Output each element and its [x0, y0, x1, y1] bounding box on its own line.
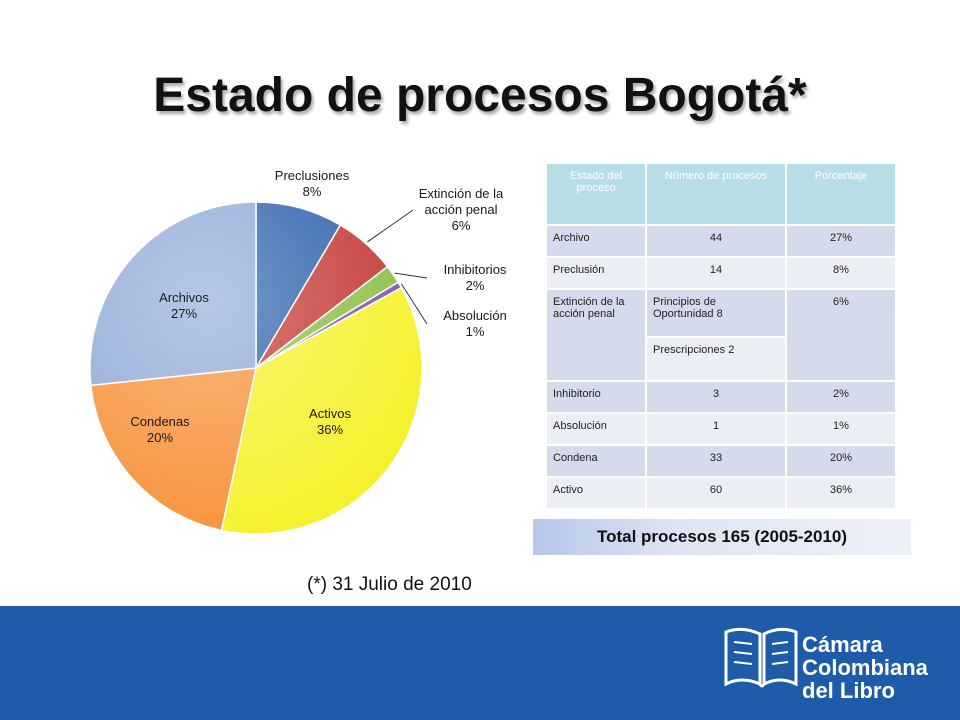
logo-text: Cámara Colombiana del Libro [802, 633, 928, 702]
table-cell: Absolución [547, 414, 645, 444]
table-cell: 44 [647, 226, 785, 256]
table-cell: Condena [547, 446, 645, 476]
slice-label: Inhibitorios 2% [444, 262, 507, 293]
footer-bar [0, 606, 960, 720]
table-header: Estado del proceso [547, 164, 645, 224]
logo-line: Colombiana [802, 655, 928, 680]
table-row: Absolución 1 1% [547, 414, 895, 444]
table-row: Prescripciones 2 [547, 338, 895, 380]
logo-line: del Libro [802, 678, 895, 703]
table-cell: 14 [647, 258, 785, 288]
table-cell: Activo [547, 478, 645, 508]
table-cell: 1% [787, 414, 895, 444]
slice-label: Activos 36% [309, 406, 351, 437]
table-cell: Extinción de la acción penal [547, 290, 645, 380]
leader-line [401, 283, 428, 325]
leader-line [366, 209, 414, 243]
table-cell: 36% [787, 478, 895, 508]
slice-label: Absolución 1% [443, 308, 507, 339]
table-cell: Archivo [547, 226, 645, 256]
table-row: Inhibitorio 3 2% [547, 382, 895, 412]
data-table: Estado del proceso Número de procesos Po… [545, 162, 897, 510]
slice-label: Extinción de la acción penal 6% [419, 186, 504, 233]
footnote: (*) 31 Julio de 2010 [307, 574, 472, 595]
table-row: Archivo 44 27% [547, 226, 895, 256]
leader-line [394, 272, 428, 279]
table-cell: 3 [647, 382, 785, 412]
table-row: Condena 33 20% [547, 446, 895, 476]
total-summary: Total procesos 165 (2005-2010) [533, 519, 911, 555]
table-cell: 6% [787, 290, 895, 380]
table-cell: 8% [787, 258, 895, 288]
table-cell: 27% [787, 226, 895, 256]
table-row: Activo 60 36% [547, 478, 895, 508]
slice-labels: Preclusiones 8% Extinción de la acción pena… [130, 168, 507, 445]
slice-label: Condenas 20% [130, 414, 190, 445]
table-cell: 33 [647, 446, 785, 476]
table-cell: Inhibitorio [547, 382, 645, 412]
page-title: Estado de procesos Bogotá* [153, 69, 807, 122]
slice-label: Archivos 27% [159, 290, 209, 321]
table-header: Número de procesos [647, 164, 785, 224]
logo-line: Cámara [802, 632, 883, 657]
table-cell: 2% [787, 382, 895, 412]
table-row: Preclusión 14 8% [547, 258, 895, 288]
table-cell: Preclusión [547, 258, 645, 288]
table-cell: 1 [647, 414, 785, 444]
pie-chart: Preclusiones 8% Extinción de la acción pena… [89, 168, 507, 535]
table-cell: 60 [647, 478, 785, 508]
table-header: Porcentaje [787, 164, 895, 224]
table-cell: Principios de Oportunidad 8 [647, 290, 785, 336]
pie-slices [89, 201, 423, 535]
leader-lines [366, 209, 428, 325]
table-row: Extinción de la acción penal Principios … [547, 290, 895, 380]
table-cell: Prescripciones 2 [647, 338, 785, 380]
slice-label: Preclusiones 8% [275, 168, 350, 199]
book-logo-icon [724, 627, 798, 688]
table-cell: 20% [787, 446, 895, 476]
